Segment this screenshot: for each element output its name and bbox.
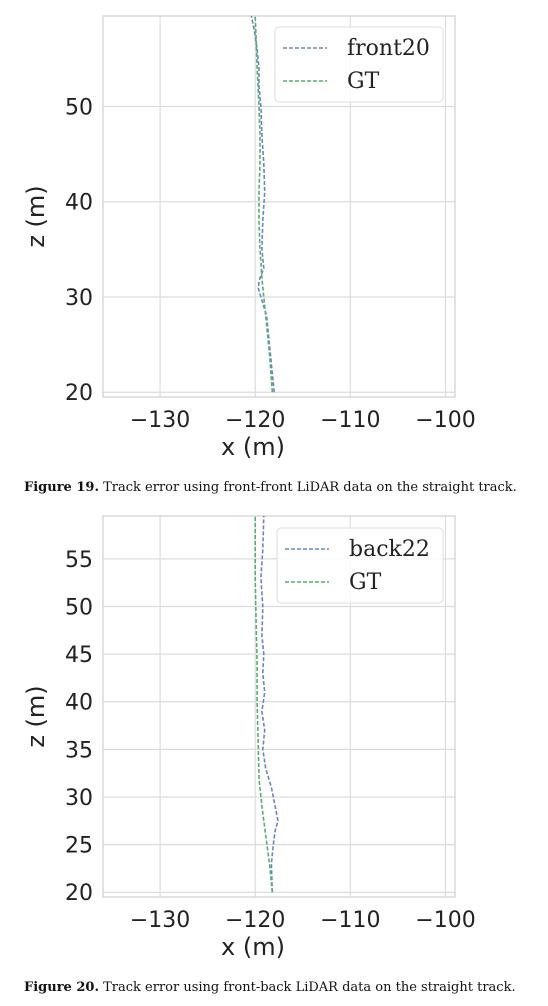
x-tick-label: −130 (130, 908, 190, 933)
y-tick-label: 30 (65, 286, 93, 311)
y-tick-label: 45 (65, 643, 93, 668)
x-tick-label: −100 (415, 408, 475, 433)
series-line-gt (254, 516, 274, 893)
y-tick-label: 25 (65, 834, 93, 859)
y-axis-label: z (m) (22, 685, 50, 747)
caption-text: Track error using front-front LiDAR data… (98, 480, 517, 495)
legend-box (276, 527, 444, 604)
figure-20-caption: Figure 20. Track error using front-back … (24, 980, 516, 995)
series-line-back22 (260, 515, 279, 893)
y-tick-label: 55 (65, 548, 93, 573)
y-axis-label: z (m) (22, 185, 50, 247)
x-tick-label: −120 (225, 408, 285, 433)
y-tick-label: 50 (65, 595, 93, 620)
x-axis-label: x (m) (221, 433, 285, 461)
x-tick-label: −100 (415, 908, 475, 933)
series-line-front20 (250, 15, 275, 393)
chart-front20: −130 −120 −110 −100 20 30 40 50 x (m) z (m) front2… (22, 15, 476, 461)
y-tick-label: 40 (65, 191, 93, 216)
legend-label: GT (347, 69, 380, 94)
figure-19: −130 −120 −110 −100 20 30 40 50 x (m) z (m) front2… (22, 15, 517, 495)
legend: back22 GT (276, 527, 444, 604)
series-line-gt (254, 15, 274, 393)
x-tick-label: −130 (130, 408, 190, 433)
y-tick-label: 50 (65, 95, 93, 120)
caption-label: Figure 19. (24, 480, 99, 495)
caption-text: Track error using front-back LiDAR data … (98, 980, 516, 995)
plot-frame (102, 515, 456, 898)
legend-label: GT (349, 570, 382, 595)
x-tick-label: −110 (320, 408, 380, 433)
x-axis-label: x (m) (221, 933, 285, 961)
y-tick-label: 35 (65, 738, 93, 763)
caption-label: Figure 20. (24, 980, 99, 995)
figure-20: −130 −120 −110 −100 20 25 30 35 40 45 50 55 x (m) z (… (0, 506, 548, 1006)
legend-box (274, 26, 444, 103)
y-tick-label: 20 (65, 881, 93, 906)
legend: front20 GT (274, 26, 444, 103)
x-tick-label: −110 (320, 908, 380, 933)
y-tick-label: 20 (65, 381, 93, 406)
legend-label: back22 (349, 537, 430, 562)
y-tick-label: 40 (65, 691, 93, 716)
y-tick-label: 30 (65, 786, 93, 811)
plot-frame (102, 15, 456, 398)
figure-19-caption: Figure 19. Track error using front-front… (24, 480, 517, 495)
legend-label: front20 (347, 36, 430, 61)
chart-back22: −130 −120 −110 −100 20 25 30 35 40 45 50 55 x (m) z (… (22, 515, 476, 961)
x-tick-label: −120 (225, 908, 285, 933)
